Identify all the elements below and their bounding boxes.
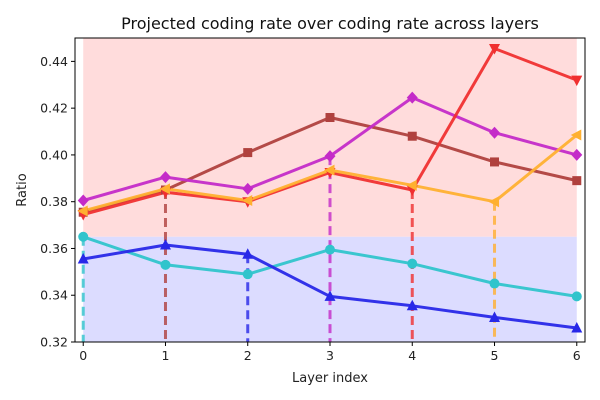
blue-up-triangle-point-4 bbox=[406, 299, 418, 311]
brown-square-point-2 bbox=[243, 148, 253, 158]
cyan-circle-point-3 bbox=[325, 244, 335, 255]
blue-up-triangle-point-0 bbox=[77, 252, 89, 264]
y-tick-label: 0.32 bbox=[40, 335, 68, 350]
x-ticks: 0 1 2 3 4 5 6 bbox=[79, 342, 581, 363]
y-tick-label: 0.38 bbox=[40, 194, 68, 209]
brown-square-point-5 bbox=[490, 157, 500, 167]
x-tick-label: 6 bbox=[573, 348, 581, 363]
blue-up-triangle-point-6 bbox=[571, 321, 583, 333]
y-tick-label: 0.42 bbox=[40, 101, 68, 116]
magenta-diamond-point-5 bbox=[489, 126, 501, 139]
x-axis-label: Layer index bbox=[292, 371, 368, 386]
blue-up-triangle-point-1 bbox=[159, 238, 171, 250]
x-tick-label: 0 bbox=[79, 348, 87, 363]
orange-left-triangle-point-2 bbox=[241, 195, 253, 207]
y-tick-label: 0.36 bbox=[40, 241, 68, 256]
magenta-diamond-point-1 bbox=[159, 171, 171, 184]
cyan-circle-point-5 bbox=[489, 278, 500, 289]
blue-up-triangle-point-2 bbox=[242, 248, 254, 259]
orange-left-triangle-point-4 bbox=[406, 179, 417, 191]
x-tick-label: 3 bbox=[326, 348, 334, 363]
x-tick-label: 1 bbox=[162, 348, 170, 363]
brown-square-point-3 bbox=[325, 113, 335, 123]
blue-up-triangle-point-3 bbox=[324, 290, 336, 301]
x-tick-label: 2 bbox=[244, 348, 252, 363]
magenta-diamond-point-2 bbox=[242, 182, 254, 195]
y-tick-label: 0.44 bbox=[40, 54, 68, 69]
y-ticks: 0.32 0.34 0.36 0.38 0.40 0.42 0.44 bbox=[40, 54, 75, 350]
orange-left-triangle-point-6 bbox=[570, 129, 582, 141]
orange-left-triangle-point-0 bbox=[77, 205, 88, 217]
red-down-triangle-point-5 bbox=[489, 44, 501, 55]
blue-up-triangle-point-5 bbox=[489, 311, 501, 322]
cyan-circle-point-0 bbox=[78, 231, 89, 242]
x-tick-label: 5 bbox=[491, 348, 499, 363]
y-tick-label: 0.34 bbox=[40, 288, 68, 303]
magenta-diamond-point-4 bbox=[406, 91, 418, 104]
y-tick-label: 0.40 bbox=[40, 147, 68, 162]
brown-square-point-4 bbox=[407, 131, 417, 141]
brown-square-point-6 bbox=[572, 176, 582, 186]
cyan-circle-point-4 bbox=[407, 258, 418, 269]
x-tick-label: 4 bbox=[408, 348, 416, 363]
magenta-diamond-point-6 bbox=[571, 148, 583, 161]
cyan-circle-point-1 bbox=[160, 259, 171, 270]
chart-title: Projected coding rate over coding rate a… bbox=[121, 14, 539, 33]
magenta-diamond-point-3 bbox=[324, 150, 336, 163]
magenta-diamond-point-0 bbox=[77, 194, 89, 207]
cyan-circle-point-2 bbox=[242, 269, 253, 280]
cyan-circle-point-6 bbox=[571, 291, 582, 302]
y-axis-label: Ratio bbox=[15, 173, 30, 206]
orange-left-triangle-point-5 bbox=[488, 196, 500, 208]
series-markers bbox=[77, 44, 583, 333]
red-down-triangle-point-6 bbox=[571, 75, 583, 87]
orange-left-triangle-point-3 bbox=[324, 164, 335, 176]
orange-left-triangle-point-1 bbox=[159, 183, 170, 195]
